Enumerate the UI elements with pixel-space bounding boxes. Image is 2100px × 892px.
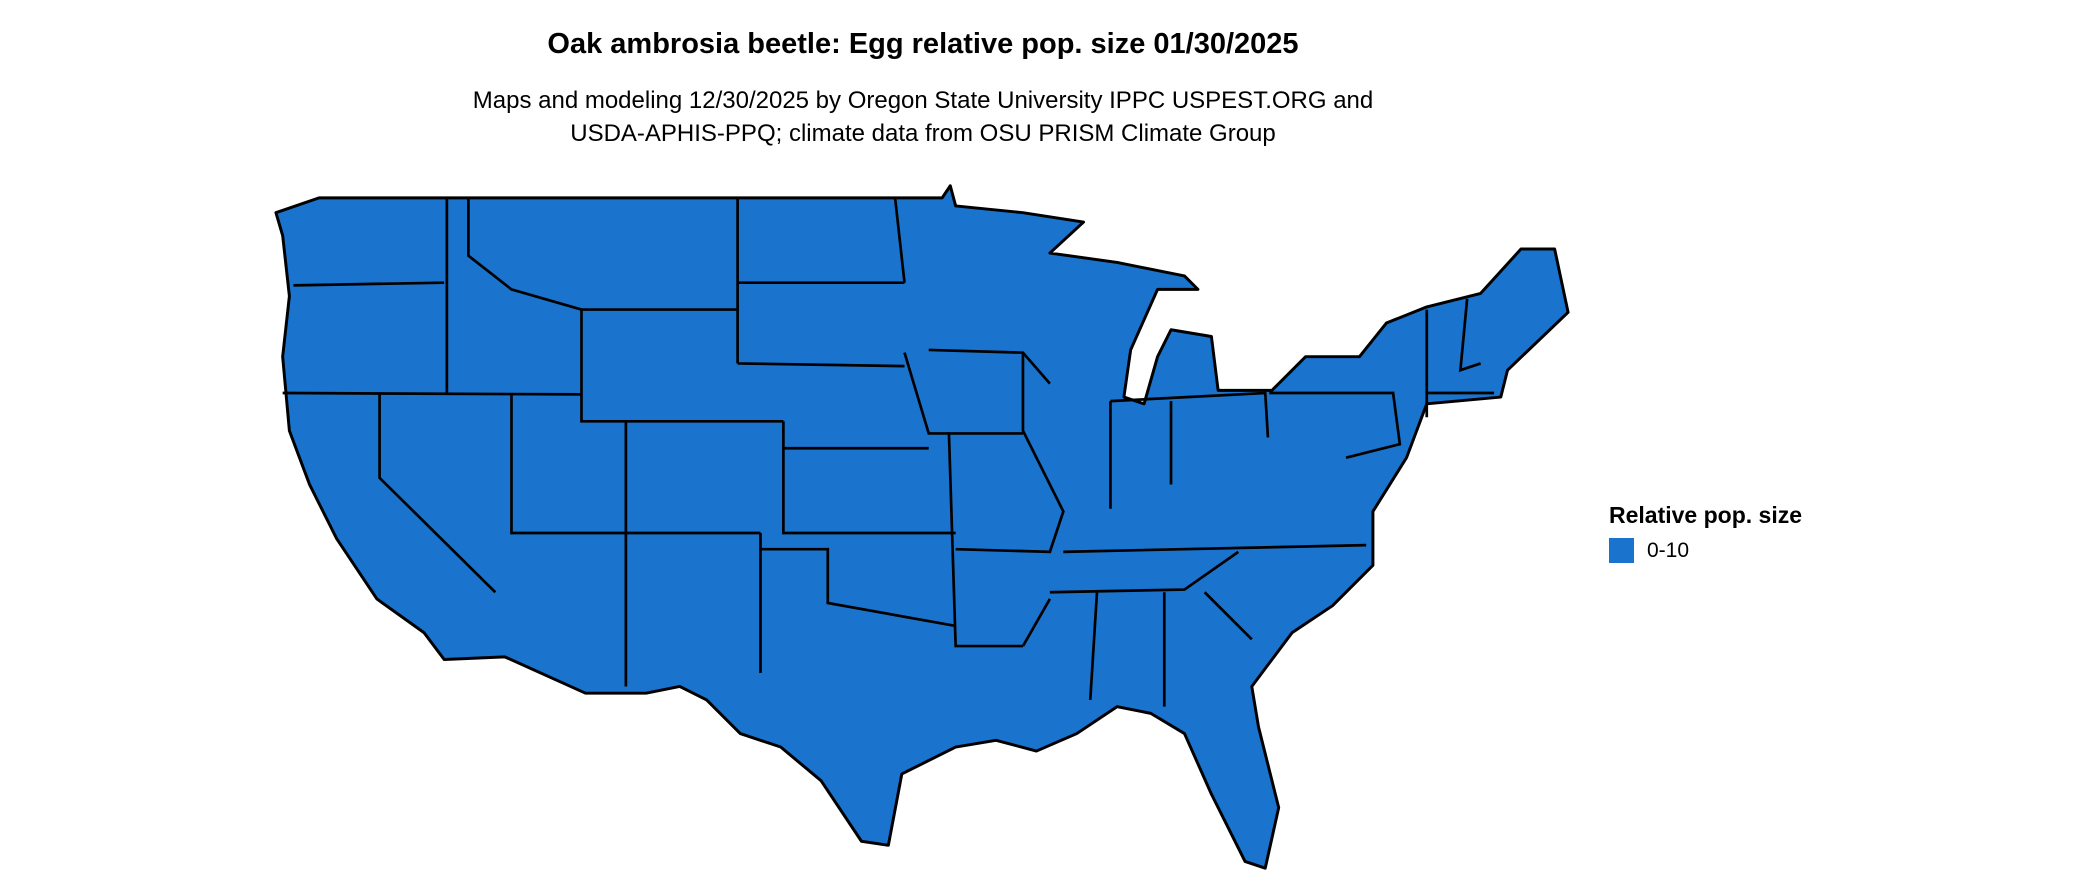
legend-title: Relative pop. size [1609, 502, 1803, 528]
map-subtitle: Maps and modeling 12/30/2025 by Oregon S… [0, 84, 1846, 150]
subtitle-line-1: Maps and modeling 12/30/2025 by Oregon S… [472, 87, 1374, 114]
state-borders [282, 197, 1495, 707]
us-outline [274, 184, 1570, 870]
legend: Relative pop. size 0-10 [1609, 502, 1802, 563]
legend-swatch [1609, 538, 1634, 563]
map-title: Oak ambrosia beetle: Egg relative pop. s… [547, 28, 1299, 60]
legend-label: 0-10 [1647, 538, 1690, 562]
subtitle-line-2: USDA-APHIS-PPQ; climate data from OSU PR… [570, 120, 1276, 147]
legend-item: 0-10 [1609, 538, 1802, 563]
